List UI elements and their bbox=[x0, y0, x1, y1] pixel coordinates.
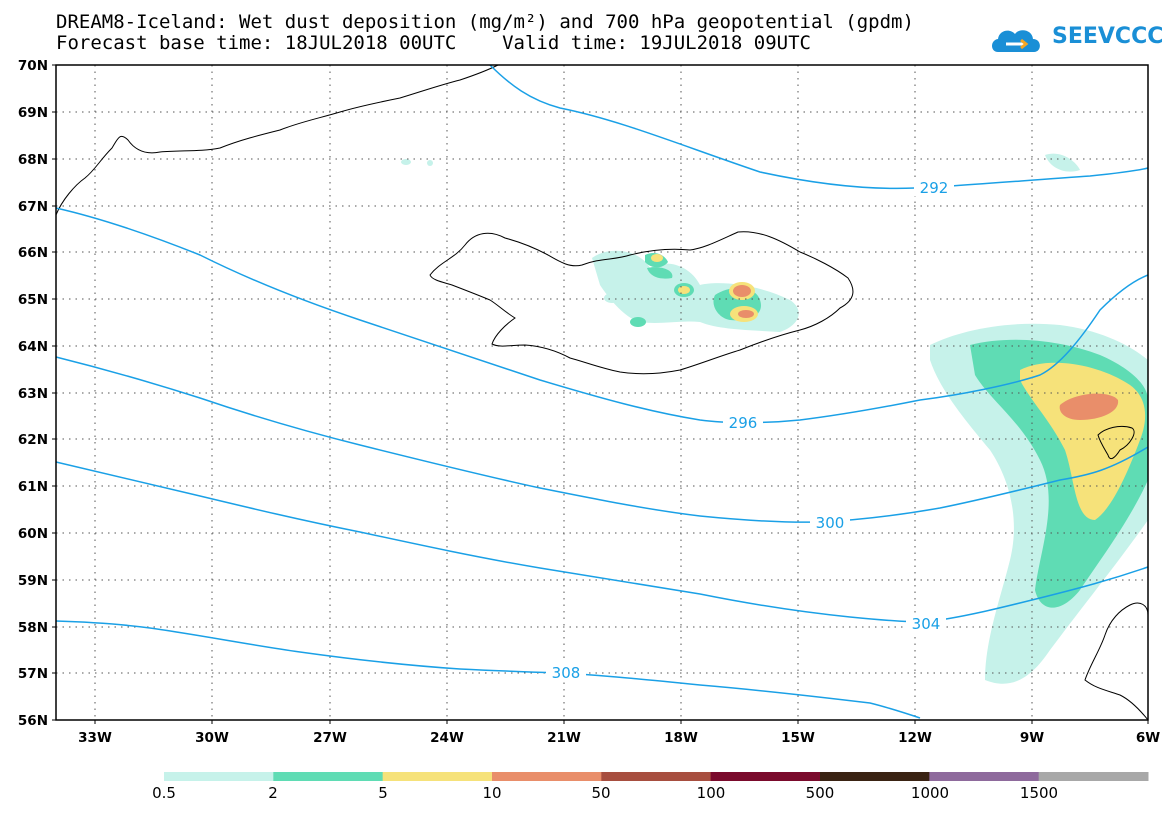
lon-label: 33W bbox=[78, 730, 112, 746]
legend-swatch bbox=[382, 772, 493, 781]
legend-swatch bbox=[273, 772, 384, 781]
lat-label: 58N bbox=[18, 620, 48, 636]
legend-swatch bbox=[710, 772, 821, 781]
legend-label: 2 bbox=[268, 784, 278, 802]
lon-label: 9W bbox=[1020, 730, 1044, 746]
scotland-coast bbox=[1084, 602, 1149, 722]
legend-swatch bbox=[820, 772, 930, 781]
lon-label: 6W bbox=[1136, 730, 1160, 746]
legend-swatch bbox=[1038, 772, 1149, 781]
contour-label-296: 296 bbox=[729, 414, 758, 432]
legend-label: 1500 bbox=[1019, 784, 1059, 802]
cloud-icon bbox=[992, 30, 1040, 52]
lon-label: 12W bbox=[898, 730, 932, 746]
contour-304 bbox=[55, 461, 1149, 623]
legend-swatch bbox=[929, 772, 1040, 781]
lon-label: 24W bbox=[430, 730, 464, 746]
legend-label: 50 bbox=[591, 784, 611, 802]
lat-label: 67N bbox=[18, 199, 48, 215]
contour-labels: 292 296 300 304 308 bbox=[546, 178, 954, 682]
contour-label-308: 308 bbox=[552, 664, 581, 682]
lat-label: 61N bbox=[18, 479, 48, 495]
contour-292 bbox=[489, 64, 1149, 190]
legend-swatch bbox=[164, 772, 274, 781]
logo-text: SEEVCCC bbox=[1052, 24, 1164, 49]
legend-label: 100 bbox=[696, 784, 726, 802]
latitude-labels: 70N 69N 68N 67N 66N 65N 64N 63N 62N 61N … bbox=[18, 58, 48, 729]
dust-plume bbox=[930, 323, 1148, 684]
lat-label: 66N bbox=[18, 245, 48, 261]
lat-label: 62N bbox=[18, 432, 48, 448]
lat-label: 63N bbox=[18, 386, 48, 402]
lat-label: 65N bbox=[18, 292, 48, 308]
contour-300 bbox=[55, 356, 1149, 523]
lat-label: 68N bbox=[18, 152, 48, 168]
lon-label: 15W bbox=[781, 730, 815, 746]
faroe-coast bbox=[1097, 425, 1135, 460]
contour-308 bbox=[55, 620, 921, 719]
greenland-coast bbox=[55, 64, 499, 216]
geopotential-contours bbox=[55, 64, 1149, 719]
contour-label-300: 300 bbox=[816, 514, 845, 532]
legend-label: 1000 bbox=[910, 784, 950, 802]
lon-label: 30W bbox=[195, 730, 229, 746]
lat-label: 69N bbox=[18, 105, 48, 121]
tick-marks bbox=[52, 64, 1149, 724]
lat-label: 59N bbox=[18, 573, 48, 589]
lat-label: 56N bbox=[18, 713, 48, 729]
lat-label: 64N bbox=[18, 339, 48, 355]
legend-label: 5 bbox=[378, 784, 388, 802]
longitude-labels: 33W 30W 27W 24W 21W 18W 15W 12W 9W 6W bbox=[78, 730, 1160, 746]
map-title: DREAM8-Iceland: Wet dust deposition (mg/… bbox=[56, 11, 914, 33]
legend-colorbar bbox=[164, 772, 1149, 781]
legend-swatch bbox=[601, 772, 712, 781]
lat-label: 57N bbox=[18, 666, 48, 682]
dust-iceland bbox=[401, 153, 1080, 332]
contour-296 bbox=[55, 207, 1149, 424]
legend-label: 10 bbox=[482, 784, 502, 802]
graticule bbox=[56, 65, 1148, 720]
legend-label: 500 bbox=[805, 784, 835, 802]
legend-swatch bbox=[492, 772, 602, 781]
legend-label: 0.5 bbox=[152, 784, 176, 802]
contour-label-292: 292 bbox=[920, 179, 949, 197]
lat-label: 70N bbox=[18, 58, 48, 74]
lon-label: 21W bbox=[547, 730, 581, 746]
coastlines bbox=[55, 64, 1149, 722]
contour-label-304: 304 bbox=[912, 615, 941, 633]
forecast-time-subtitle: Forecast base time: 18JUL2018 00UTC Vali… bbox=[56, 32, 811, 54]
lon-label: 27W bbox=[313, 730, 347, 746]
lat-label: 60N bbox=[18, 526, 48, 542]
iceland-coast bbox=[429, 231, 854, 375]
lon-label: 18W bbox=[664, 730, 698, 746]
